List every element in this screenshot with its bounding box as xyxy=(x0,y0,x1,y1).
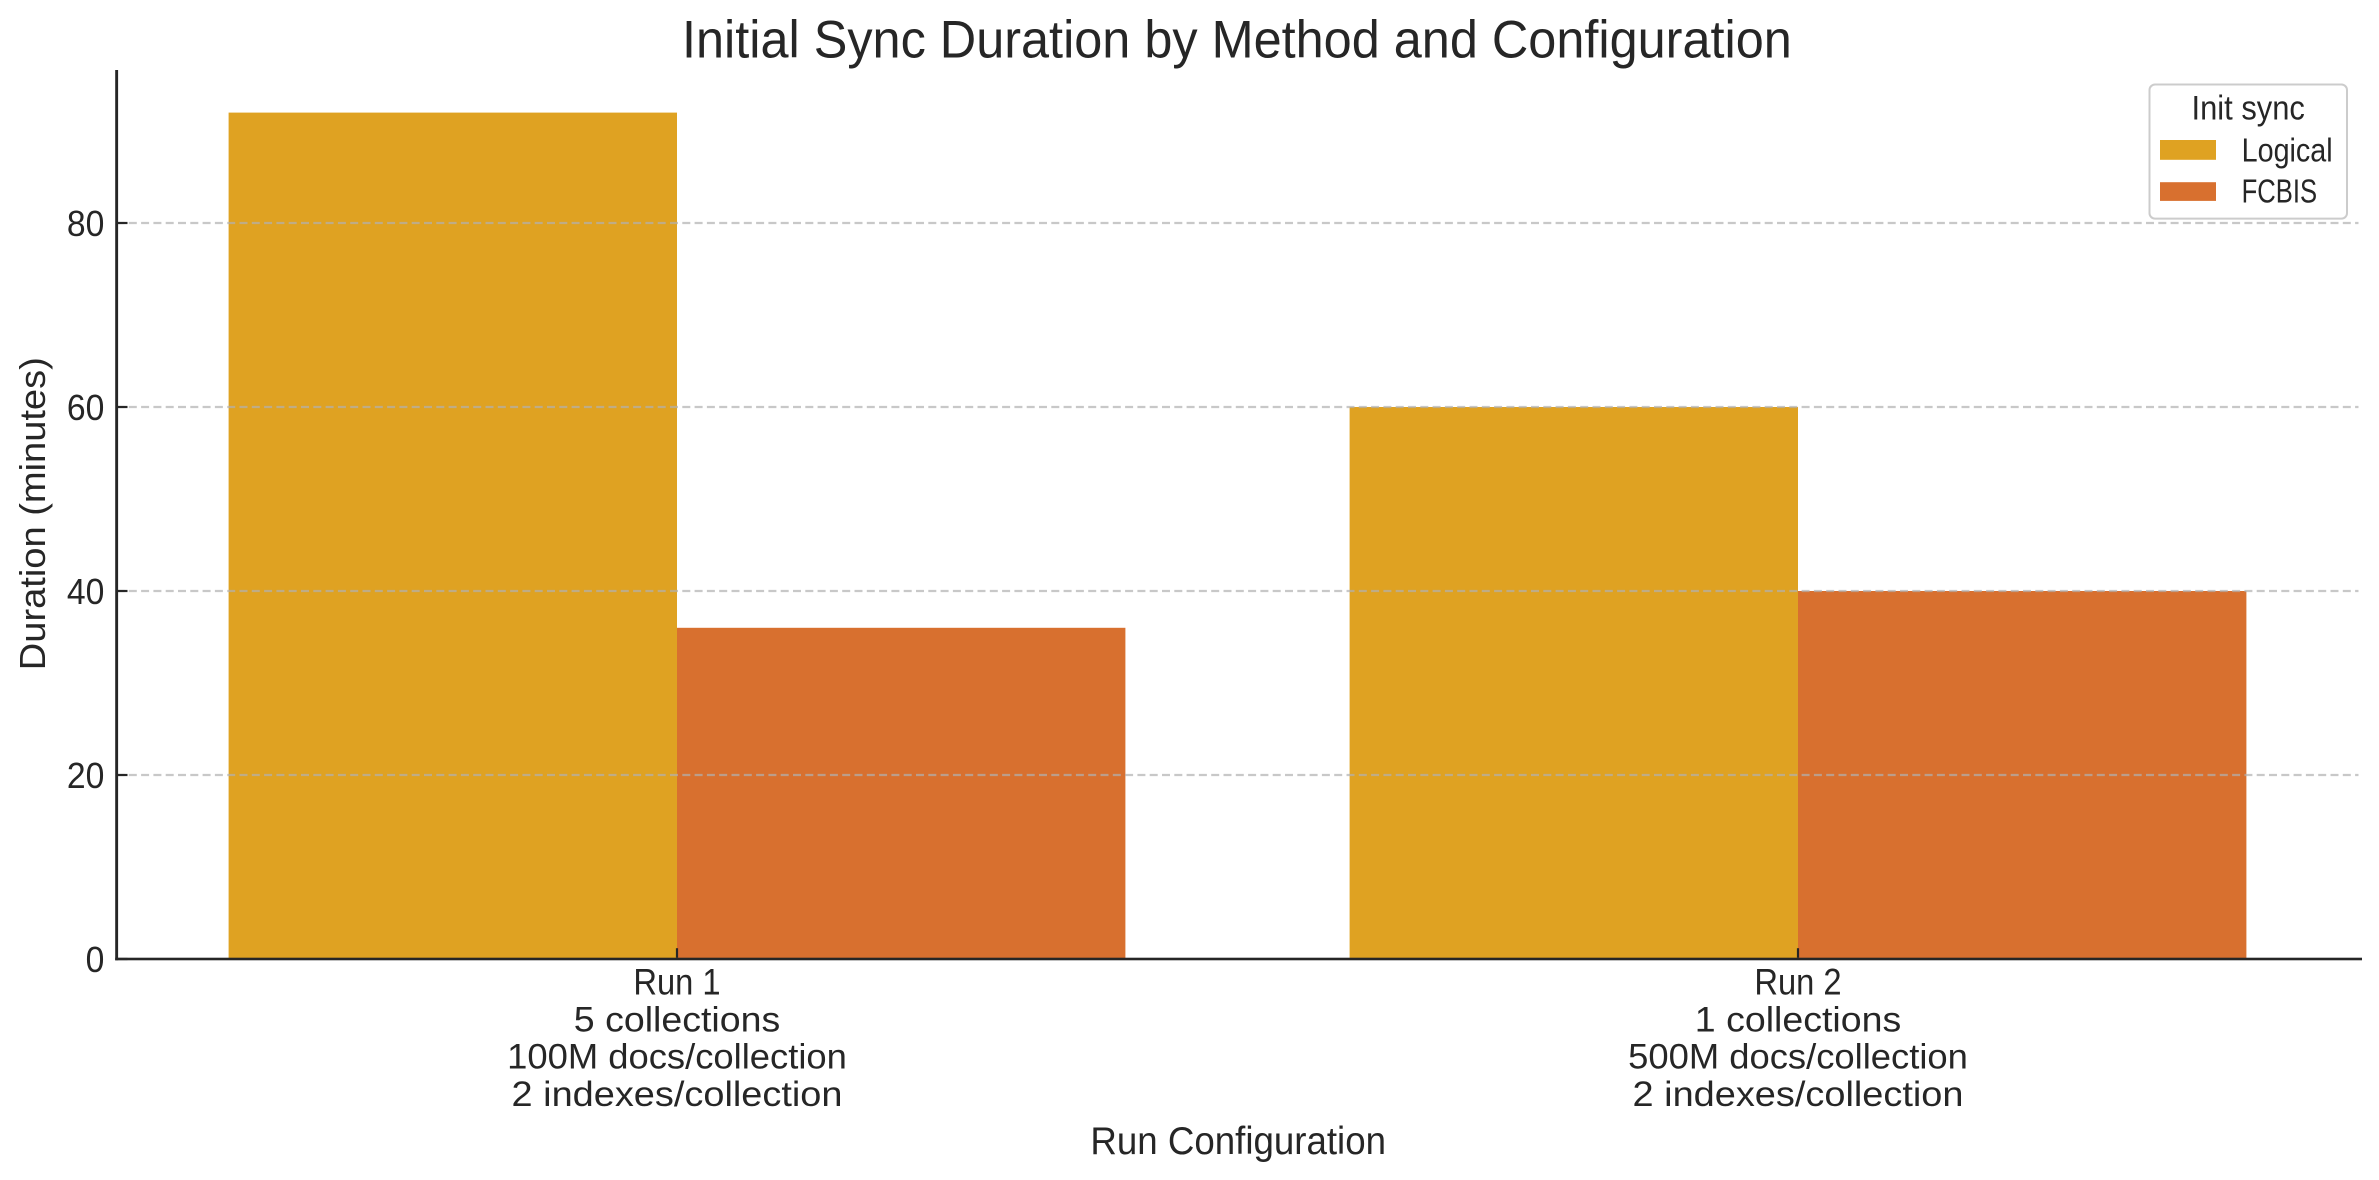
svg-text:Run Configuration: Run Configuration xyxy=(1090,1119,1386,1162)
svg-text:60: 60 xyxy=(67,388,104,428)
svg-text:Run 2: Run 2 xyxy=(1754,963,1841,1003)
svg-text:20: 20 xyxy=(67,756,104,796)
svg-text:0: 0 xyxy=(86,940,105,980)
svg-text:500M docs/collection: 500M docs/collection xyxy=(1628,1037,1968,1076)
svg-text:Initial Sync Duration by Metho: Initial Sync Duration by Method and Conf… xyxy=(682,9,1792,68)
svg-text:5 collections: 5 collections xyxy=(574,1000,780,1040)
svg-text:Duration (minutes): Duration (minutes) xyxy=(12,357,53,670)
svg-text:2 indexes/collection: 2 indexes/collection xyxy=(1633,1075,1964,1114)
svg-text:Run 1: Run 1 xyxy=(633,963,720,1003)
svg-text:Init sync: Init sync xyxy=(2192,88,2305,127)
svg-text:Logical: Logical xyxy=(2242,131,2333,168)
svg-text:1 collections: 1 collections xyxy=(1695,1000,1901,1040)
svg-text:80: 80 xyxy=(67,204,104,244)
svg-text:40: 40 xyxy=(67,572,104,612)
svg-text:FCBIS: FCBIS xyxy=(2242,174,2317,211)
svg-text:100M docs/collection: 100M docs/collection xyxy=(507,1037,847,1076)
svg-text:2 indexes/collection: 2 indexes/collection xyxy=(512,1075,843,1114)
